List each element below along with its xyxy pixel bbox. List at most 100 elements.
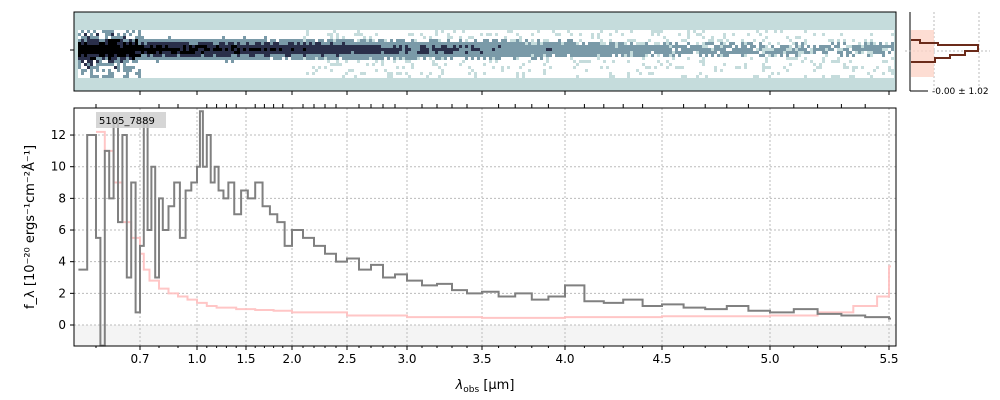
pixel	[285, 45, 288, 48]
pixel	[135, 33, 138, 36]
pixel	[336, 66, 339, 69]
pixel	[744, 69, 747, 72]
pixel	[120, 30, 123, 33]
pixel	[870, 54, 873, 57]
pixel	[549, 51, 552, 54]
pixel	[891, 36, 894, 39]
pixel	[504, 60, 507, 63]
pixel	[126, 51, 129, 54]
pixel	[180, 63, 183, 66]
pixel	[471, 75, 474, 78]
pixel	[729, 75, 732, 78]
pixel	[672, 39, 675, 42]
pixel	[441, 60, 444, 63]
pixel	[321, 57, 324, 60]
pixel	[456, 57, 459, 60]
pixel	[564, 63, 567, 66]
pixel	[534, 57, 537, 60]
pixel	[774, 54, 777, 57]
pixel	[216, 66, 219, 69]
pixel	[708, 48, 711, 51]
pixel	[495, 48, 498, 51]
pixel	[507, 60, 510, 63]
pixel	[654, 42, 657, 45]
pixel	[705, 60, 708, 63]
pixel	[273, 54, 276, 57]
pixel	[591, 36, 594, 39]
pixel	[207, 51, 210, 54]
pixel	[816, 60, 819, 63]
pixel	[294, 48, 297, 51]
pixel	[357, 30, 360, 33]
pixel	[837, 54, 840, 57]
pixel	[99, 69, 102, 72]
pixel	[726, 51, 729, 54]
pixel	[762, 42, 765, 45]
pixel	[507, 75, 510, 78]
pixel	[315, 30, 318, 33]
pixel	[843, 60, 846, 63]
pixel	[789, 57, 792, 60]
pixel	[423, 33, 426, 36]
pixel	[318, 72, 321, 75]
pixel	[201, 45, 204, 48]
pixel	[873, 63, 876, 66]
pixel	[834, 75, 837, 78]
pixel	[501, 57, 504, 60]
pixel	[408, 45, 411, 48]
pixel	[507, 72, 510, 75]
pixel	[693, 72, 696, 75]
pixel	[486, 69, 489, 72]
pixel	[489, 75, 492, 78]
pixel	[453, 63, 456, 66]
pixel	[510, 66, 513, 69]
pixel	[528, 63, 531, 66]
pixel	[282, 69, 285, 72]
pixel	[663, 36, 666, 39]
pixel	[189, 45, 192, 48]
pixel	[279, 33, 282, 36]
pixel	[672, 48, 675, 51]
pixel	[243, 54, 246, 57]
pixel	[510, 36, 513, 39]
pixel	[222, 66, 225, 69]
pixel	[882, 60, 885, 63]
pixel	[486, 33, 489, 36]
pixel	[372, 36, 375, 39]
pixel	[510, 39, 513, 42]
pixel	[774, 75, 777, 78]
pixel	[834, 33, 837, 36]
pixel	[126, 69, 129, 72]
pixel	[324, 51, 327, 54]
pixel	[480, 45, 483, 48]
pixel	[621, 51, 624, 54]
pixel	[126, 54, 129, 57]
pixel	[213, 66, 216, 69]
pixel	[177, 66, 180, 69]
pixel	[444, 45, 447, 48]
pixel	[891, 45, 894, 48]
pixel	[783, 60, 786, 63]
pixel	[711, 39, 714, 42]
pixel	[150, 36, 153, 39]
pixel	[183, 51, 186, 54]
pixel	[201, 33, 204, 36]
pixel	[357, 48, 360, 51]
pixel	[786, 51, 789, 54]
pixel	[816, 51, 819, 54]
pixel	[183, 63, 186, 66]
pixel	[351, 69, 354, 72]
pixel	[588, 42, 591, 45]
pixel	[120, 39, 123, 42]
pixel	[828, 66, 831, 69]
pixel	[831, 75, 834, 78]
pixel	[357, 42, 360, 45]
pixel	[333, 48, 336, 51]
pixel	[525, 30, 528, 33]
pixel	[804, 48, 807, 51]
pixel	[219, 60, 222, 63]
pixel	[519, 75, 522, 78]
pixel	[873, 39, 876, 42]
pixel	[609, 45, 612, 48]
pixel	[426, 57, 429, 60]
